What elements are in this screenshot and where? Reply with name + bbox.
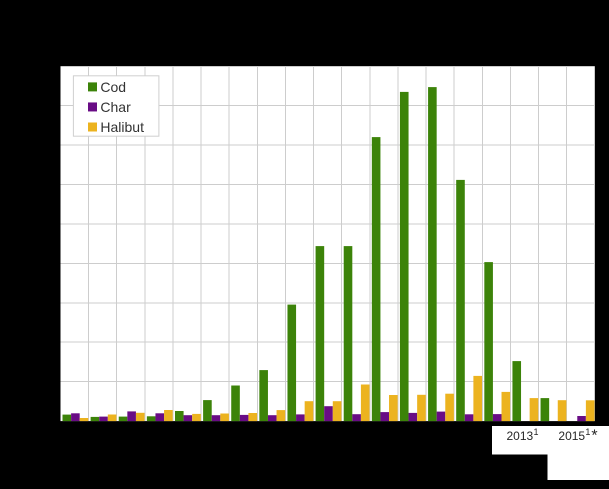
svg-text:20131: 20131 [507,427,539,443]
svg-text:Halibut: Halibut [100,119,144,135]
svg-text:20151*: 20151* [558,427,597,445]
svg-text:Char: Char [100,99,131,115]
svg-text:Cod: Cod [100,79,126,95]
